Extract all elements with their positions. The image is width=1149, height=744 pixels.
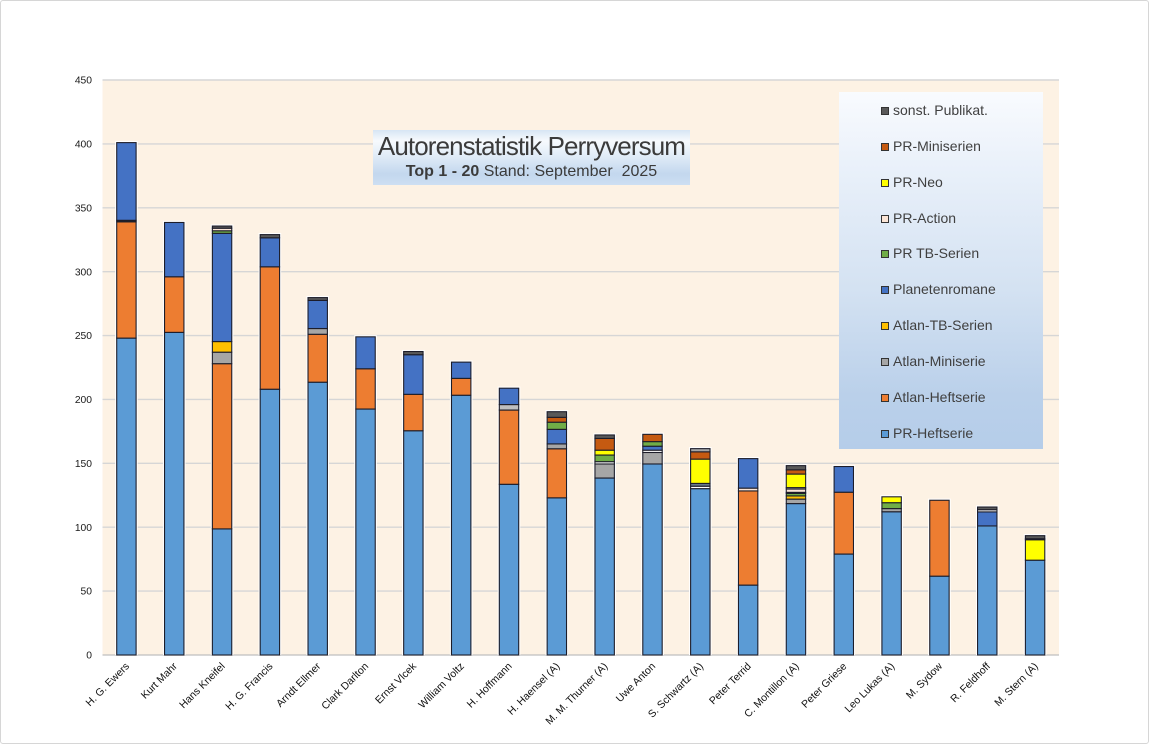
svg-text:M. Sydow: M. Sydow bbox=[904, 660, 945, 701]
svg-text:Uwe Anton: Uwe Anton bbox=[614, 660, 659, 705]
svg-text:0: 0 bbox=[86, 651, 92, 662]
svg-text:H. Hoffmann: H. Hoffmann bbox=[465, 660, 515, 710]
svg-text:Leo Lukas (A): Leo Lukas (A) bbox=[843, 660, 898, 715]
svg-text:Arndt Ellmer: Arndt Ellmer bbox=[274, 660, 324, 710]
svg-text:300: 300 bbox=[75, 267, 92, 278]
svg-text:Hans Kneifel: Hans Kneifel bbox=[177, 660, 228, 711]
svg-text:100: 100 bbox=[75, 523, 92, 534]
svg-text:Peter Terrid: Peter Terrid bbox=[707, 660, 754, 707]
svg-text:H. G. Ewers: H. G. Ewers bbox=[84, 660, 133, 709]
svg-text:250: 250 bbox=[75, 331, 92, 342]
svg-text:400: 400 bbox=[75, 140, 92, 151]
svg-text:450: 450 bbox=[75, 76, 92, 87]
svg-text:M. Stern (A): M. Stern (A) bbox=[992, 660, 1041, 709]
svg-text:200: 200 bbox=[75, 395, 92, 406]
svg-text:50: 50 bbox=[81, 587, 93, 598]
svg-text:350: 350 bbox=[75, 203, 92, 214]
svg-text:H. G. Francis: H. G. Francis bbox=[223, 660, 275, 712]
svg-text:William Voltz: William Voltz bbox=[416, 660, 467, 711]
svg-text:Peter Griese: Peter Griese bbox=[799, 660, 849, 710]
svg-text:Ernst Vlcek: Ernst Vlcek bbox=[373, 660, 420, 707]
svg-text:R. Feldhoff: R. Feldhoff bbox=[948, 660, 993, 705]
svg-text:Clark Darlton: Clark Darlton bbox=[319, 660, 371, 712]
svg-text:Kurt Mahr: Kurt Mahr bbox=[139, 660, 180, 701]
svg-text:150: 150 bbox=[75, 459, 92, 470]
